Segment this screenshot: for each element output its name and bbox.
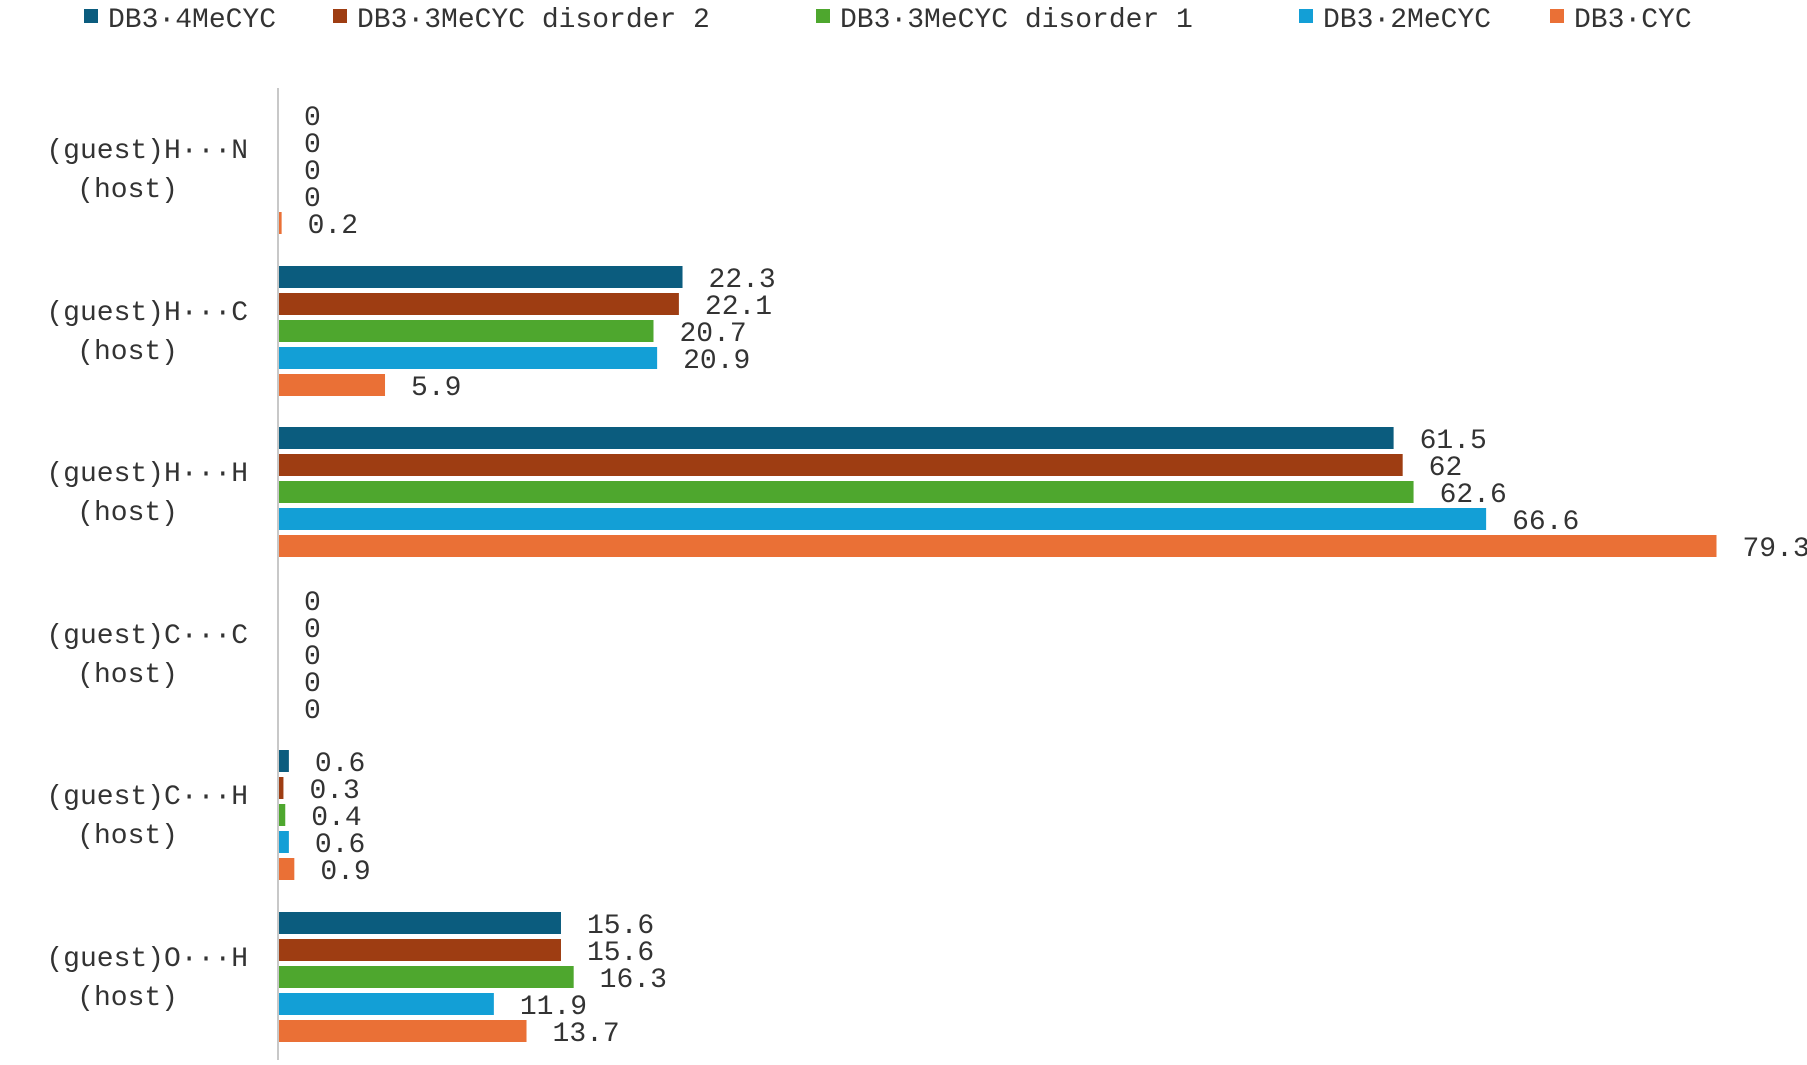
- legend-swatch-5: [1550, 9, 1564, 23]
- bar-1-5: [278, 212, 282, 234]
- data-label-3-4: 66.6: [1512, 507, 1579, 538]
- data-label-6-3: 16.3: [600, 965, 667, 996]
- bar-3-1: [278, 427, 1394, 449]
- category-axis-labels: (guest)H···N (host)(guest)H···C (host)(gue…: [46, 136, 248, 1014]
- category-label-line: (guest)H···N: [46, 136, 248, 167]
- data-labels: 00000.222.322.120.720.95.961.56262.666.6…: [304, 103, 1807, 1050]
- bar-6-1: [278, 912, 561, 934]
- data-label-2-4: 20.9: [683, 346, 750, 377]
- category-label-3: (guest)H···H (host): [46, 459, 248, 529]
- data-label-5-5: 0.9: [320, 857, 370, 888]
- bar-5-1: [278, 750, 289, 772]
- data-label-2-5: 5.9: [411, 373, 461, 404]
- bar-2-2: [278, 293, 679, 315]
- category-label-line: (host): [77, 498, 178, 529]
- data-label-1-3: 0: [304, 157, 321, 188]
- category-label-line: (guest)C···H: [46, 782, 248, 813]
- bar-3-3: [278, 481, 1414, 503]
- bar-5-4: [278, 831, 289, 853]
- bar-5-5: [278, 858, 295, 880]
- data-label-4-2: 0: [304, 615, 321, 646]
- category-label-6: (guest)O···H (host): [46, 944, 248, 1014]
- bar-6-4: [278, 993, 494, 1015]
- data-label-6-4: 11.9: [520, 992, 587, 1023]
- category-label-4: (guest)C···C (host): [46, 621, 248, 691]
- data-label-6-1: 15.6: [587, 911, 654, 942]
- bar-2-4: [278, 347, 658, 369]
- category-label-line: (guest)H···C: [46, 298, 248, 329]
- category-label-line: (host): [77, 337, 178, 368]
- category-label-line: (guest)O···H: [46, 944, 248, 975]
- legend-label-1: DB3·4MeCYC: [108, 5, 276, 36]
- legend-swatch-4: [1299, 9, 1313, 23]
- data-label-5-2: 0.3: [309, 776, 359, 807]
- bar-6-5: [278, 1020, 527, 1042]
- legend-label-2: DB3·3MeCYC disorder 2: [357, 5, 710, 36]
- legend-label-5: DB3·CYC: [1574, 5, 1692, 36]
- data-label-3-3: 62.6: [1440, 480, 1507, 511]
- bar-2-5: [278, 374, 386, 396]
- data-label-5-1: 0.6: [315, 749, 365, 780]
- bar-3-5: [278, 535, 1717, 557]
- category-label-line: (guest)H···H: [46, 459, 248, 490]
- bar-6-3: [278, 966, 574, 988]
- data-label-2-2: 22.1: [705, 292, 772, 323]
- data-label-3-5: 79.3: [1743, 534, 1807, 565]
- bar-2-1: [278, 266, 683, 288]
- data-label-2-3: 20.7: [679, 319, 746, 350]
- data-label-4-4: 0: [304, 669, 321, 700]
- bar-5-3: [278, 804, 286, 826]
- bar-5-2: [278, 777, 284, 799]
- data-label-5-4: 0.6: [315, 830, 365, 861]
- data-label-6-5: 13.7: [553, 1019, 620, 1050]
- data-label-4-1: 0: [304, 588, 321, 619]
- category-label-line: (guest)C···C: [46, 621, 248, 652]
- data-label-1-2: 0: [304, 130, 321, 161]
- bar-3-4: [278, 508, 1487, 530]
- chart-legend: DB3·4MeCYC DB3·3MeCYC disorder 2 DB3·3MeCY…: [84, 5, 1692, 36]
- legend-swatch-3: [816, 9, 830, 23]
- data-label-3-1: 61.5: [1420, 426, 1487, 457]
- category-label-line: (host): [77, 660, 178, 691]
- category-label-5: (guest)C···H (host): [46, 782, 248, 852]
- data-label-1-1: 0: [304, 103, 321, 134]
- legend-swatch-2: [333, 9, 347, 23]
- bar-2-3: [278, 320, 654, 342]
- data-label-3-2: 62: [1429, 453, 1463, 484]
- bar-6-2: [278, 939, 561, 961]
- category-label-2: (guest)H···C (host): [46, 298, 248, 368]
- bar-3-2: [278, 454, 1403, 476]
- category-label-line: (host): [77, 983, 178, 1014]
- data-label-4-5: 0: [304, 696, 321, 727]
- data-label-1-4: 0: [304, 184, 321, 215]
- legend-swatch-1: [84, 9, 98, 23]
- data-label-1-5: 0.2: [308, 211, 358, 242]
- data-label-5-3: 0.4: [311, 803, 361, 834]
- data-label-2-1: 22.3: [709, 265, 776, 296]
- category-label-line: (host): [77, 821, 178, 852]
- legend-label-3: DB3·3MeCYC disorder 1: [840, 5, 1193, 36]
- data-label-4-3: 0: [304, 642, 321, 673]
- data-label-6-2: 15.6: [587, 938, 654, 969]
- category-label-line: (host): [77, 175, 178, 206]
- category-label-1: (guest)H···N (host): [46, 136, 248, 206]
- bar-series-group: [278, 212, 1717, 1042]
- legend-label-4: DB3·2MeCYC: [1323, 5, 1491, 36]
